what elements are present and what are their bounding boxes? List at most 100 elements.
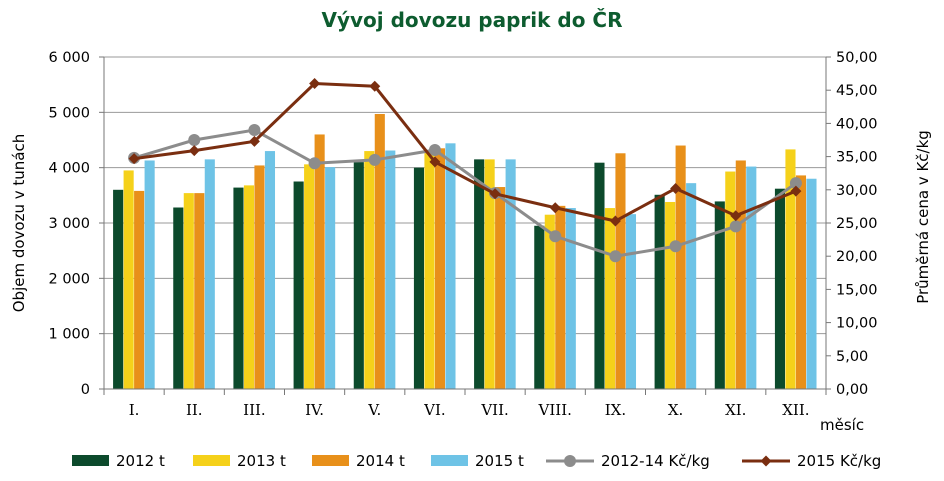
y2-tick-label: 10,00 [836,316,878,332]
point [188,134,201,146]
y2-tick-label: 0,00 [836,382,868,398]
bar [144,160,155,389]
y-tick-label: 2 000 [48,271,90,287]
y-tick-label: 5 000 [48,105,90,121]
bar [243,185,255,389]
bar [795,175,807,389]
point [730,210,742,222]
point [669,240,682,253]
x-tick-label: I. [129,401,140,419]
bar-series [113,113,817,389]
point [428,143,441,156]
x-tick-label: XII. [782,401,809,419]
bar [194,193,205,389]
point [760,455,772,467]
legend-label: 2012 t [116,452,165,470]
bar [314,134,325,389]
bar [264,151,276,389]
bar [374,113,385,389]
bar [594,162,605,389]
bar [434,148,446,389]
bar [134,190,145,389]
series-line [133,82,797,223]
x-tick-label: II. [186,401,203,419]
point [549,202,561,214]
point [789,177,802,190]
y2-tick-label: 15,00 [836,282,878,298]
point [128,153,140,165]
bar [534,225,545,389]
y2-tick-label: 50,00 [836,50,878,66]
legend-label: 2012-14 Kč/kg [601,452,710,470]
point [309,78,321,90]
bar [484,159,495,389]
bar [714,201,725,389]
y2-axis-label: Průměrná cena v Kč/kg [914,130,932,304]
point [609,215,621,227]
x-axis-label: měsíc [820,416,864,434]
bar [495,187,506,389]
bar [424,152,435,389]
y-axis-label: Objem dovozu v tunách [10,134,28,313]
bar [505,159,516,389]
bar [293,181,304,389]
x-tick-label: V. [367,401,381,419]
bar [325,167,336,389]
bar [304,164,315,389]
legend-label: 2013 t [237,452,286,470]
x-tick-label: X. [668,401,683,419]
y2-tick-label: 20,00 [836,249,878,265]
bar [565,208,576,389]
bar [233,187,244,389]
legend-swatch [72,455,109,466]
bar [183,193,194,389]
bar [686,183,697,389]
y2-tick-label: 40,00 [836,116,878,132]
legend-swatch [312,455,349,466]
tick-labels: 0 1 000 2 000 3 000 4 000 5 000 6 000 0,00 5,00 1… [48,50,877,419]
line-series [128,78,802,263]
bar [254,165,265,389]
y2-tick-label: 35,00 [836,150,878,166]
bar [204,159,215,389]
y-tick-label: 0 [81,382,90,398]
bar [665,201,676,389]
bar [735,160,746,389]
legend-label: 2015 t [475,452,524,470]
legend-swatch [193,455,230,466]
chart-title: Vývoj dovozu paprik do ČR [322,8,623,32]
legend: 2012 t 2013 t 2014 t 2015 t 2012-14 Kč/kg 201… [72,452,881,470]
bar [474,159,485,389]
gridlines [104,56,826,335]
point [729,220,742,233]
point [670,182,682,194]
bar [123,170,134,389]
bar [675,145,686,389]
series-line [133,128,797,258]
bar [654,194,665,389]
bar [625,214,637,389]
bar [774,188,786,389]
bar [353,162,364,389]
point [429,156,441,168]
x-tick-label: VIII. [538,401,572,419]
y2-tick-label: 25,00 [836,216,878,232]
point [549,230,562,243]
bar [385,150,396,389]
point [609,250,622,263]
bar [555,205,566,389]
point [368,153,381,166]
point [308,157,321,170]
legend-label: 2015 Kč/kg [797,452,881,470]
y2-tick-label: 30,00 [836,183,878,199]
bar [445,143,456,389]
point [188,145,200,157]
y2-tick-label: 45,00 [836,83,878,99]
bar [746,166,757,389]
legend-label: 2014 t [356,452,405,470]
bar [785,149,796,389]
bar [604,208,616,389]
y-tick-label: 6 000 [48,50,90,66]
x-tick-label: III. [243,401,266,419]
